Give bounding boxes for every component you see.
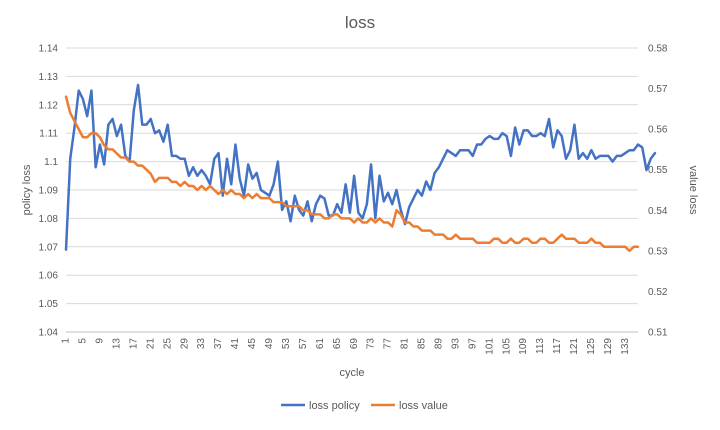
x-tick-label: 129 — [603, 338, 614, 355]
x-tick-label: 65 — [332, 338, 343, 350]
x-tick-label: 45 — [247, 338, 258, 350]
x-tick-label: 33 — [196, 338, 207, 350]
left-tick-label: 1.08 — [39, 214, 59, 225]
x-tick-label: 77 — [383, 338, 394, 350]
x-tick-label: 37 — [213, 338, 224, 350]
x-tick-label: 101 — [484, 338, 495, 355]
left-tick-label: 1.11 — [39, 129, 58, 140]
right-tick-label: 0.51 — [648, 328, 668, 339]
legend-label-loss-policy: loss policy — [309, 400, 360, 412]
x-tick-label: 49 — [264, 338, 275, 350]
x-tick-label: 57 — [298, 338, 309, 350]
right-tick-label: 0.55 — [648, 165, 668, 176]
x-tick-label: 9 — [95, 338, 106, 344]
x-tick-label: 105 — [501, 338, 512, 355]
x-tick-label: 109 — [518, 338, 529, 355]
left-tick-label: 1.06 — [39, 271, 59, 282]
series-line-loss-policy — [64, 83, 657, 251]
x-tick-label: 25 — [162, 338, 173, 350]
right-tick-label: 0.52 — [648, 287, 668, 298]
right-tick-label: 0.56 — [648, 125, 668, 136]
right-tick-label: 0.57 — [648, 84, 668, 95]
x-tick-label: 21 — [145, 338, 156, 350]
left-tick-label: 1.1 — [44, 157, 58, 168]
right-tick-label: 0.58 — [648, 44, 668, 55]
x-tick-label: 117 — [552, 338, 563, 354]
left-tick-label: 1.05 — [39, 299, 59, 310]
x-tick-label: 53 — [281, 338, 292, 350]
left-tick-label: 1.04 — [39, 328, 59, 339]
left-tick-label: 1.09 — [39, 186, 59, 197]
series-lines — [64, 83, 657, 253]
left-tick-label: 1.12 — [39, 100, 59, 111]
left-axis-title: policy loss — [21, 164, 33, 215]
x-tick-label: 89 — [433, 338, 444, 350]
left-tick-label: 1.07 — [39, 242, 59, 253]
x-tick-label: 69 — [349, 338, 360, 350]
legend: loss policy loss value — [281, 400, 448, 412]
right-tick-label: 0.54 — [648, 206, 668, 217]
left-axis-ticks: 1.04 1.05 1.06 1.07 1.08 1.09 1.1 1.11 1.12 1.13 1… — [39, 44, 59, 339]
x-axis-title: cycle — [339, 367, 364, 379]
x-tick-label: 29 — [179, 338, 190, 350]
x-tick-label: 97 — [467, 338, 478, 350]
right-axis-ticks: 0.51 0.52 0.53 0.54 0.55 0.56 0.57 0.58 — [648, 44, 668, 339]
chart-title: loss — [345, 13, 375, 32]
right-axis-title: value loss — [687, 166, 699, 215]
x-tick-label: 121 — [569, 338, 580, 355]
x-tick-label: 41 — [230, 338, 241, 350]
right-tick-label: 0.53 — [648, 246, 668, 257]
x-tick-label: 125 — [586, 338, 597, 355]
left-tick-label: 1.13 — [39, 72, 59, 83]
x-tick-label: 113 — [535, 338, 546, 354]
x-tick-label: 17 — [128, 338, 139, 350]
x-tick-label: 133 — [620, 338, 631, 355]
x-tick-label: 5 — [78, 338, 89, 344]
x-tick-label: 61 — [315, 338, 326, 350]
x-tick-label: 13 — [111, 338, 122, 350]
x-axis-ticks: 1 5 9 13 17 21 25 29 33 37 41 45 49 53 57 61 65 69 73 77 81 8… — [61, 338, 631, 355]
x-tick-label: 85 — [417, 338, 428, 350]
left-tick-label: 1.14 — [39, 44, 59, 55]
series-line-loss-value — [64, 95, 640, 253]
x-tick-label: 1 — [61, 338, 72, 344]
legend-label-loss-value: loss value — [399, 400, 448, 412]
x-tick-label: 93 — [450, 338, 461, 350]
x-tick-label: 81 — [400, 338, 411, 350]
x-tick-label: 73 — [366, 338, 377, 350]
